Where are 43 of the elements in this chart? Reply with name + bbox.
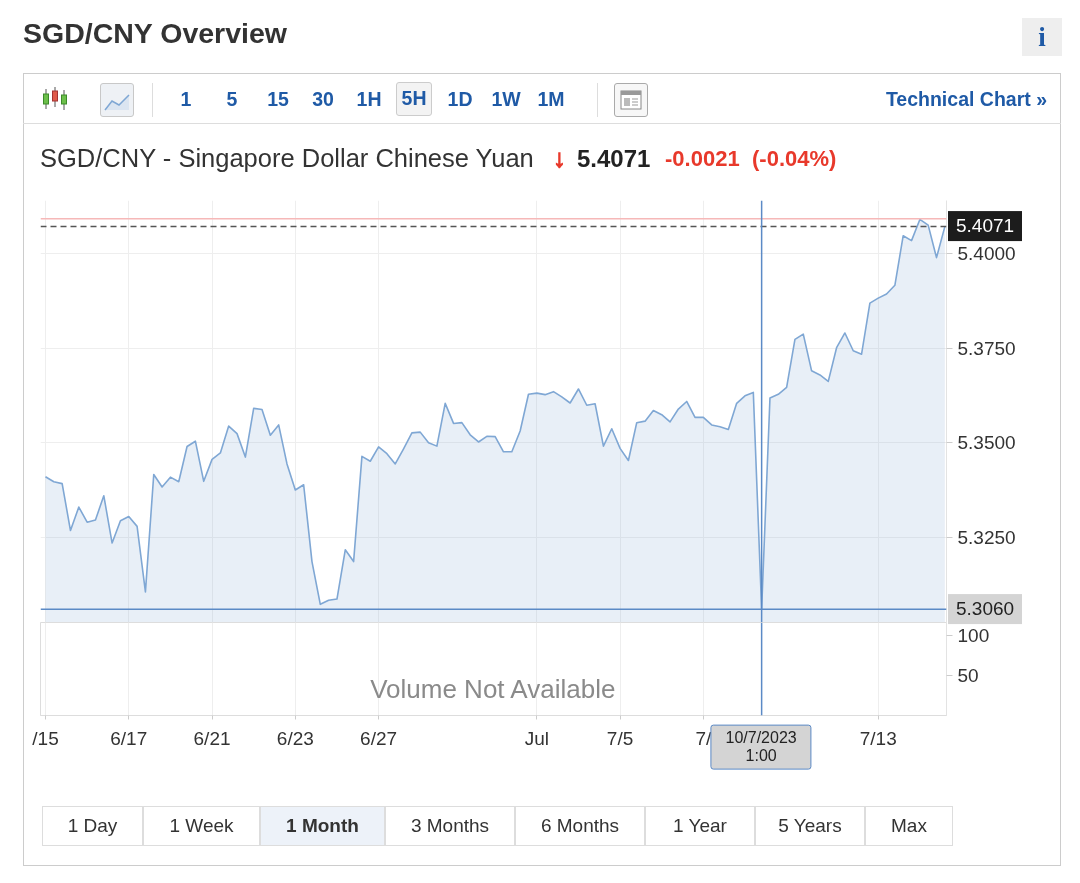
x-tick-label: 6/23 <box>276 727 314 749</box>
text: 5H <box>396 82 432 116</box>
y-tick-label: 5.3500 <box>957 432 1016 454</box>
text: 6 Months <box>515 806 645 846</box>
text: 1 Day <box>42 806 143 846</box>
text: i <box>1022 18 1062 56</box>
ref-line-label: 5.4071 <box>948 211 1023 242</box>
y-tick-label: 5.4000 <box>957 242 1016 264</box>
text: 5 Years <box>755 806 865 846</box>
text: ↓ <box>553 143 566 173</box>
text: 1 5 <box>180 87 238 111</box>
y-tick-label: 100 <box>957 624 990 646</box>
text: Max <box>865 806 953 846</box>
text: Technical Chart » <box>885 87 1047 111</box>
text: 3 Months <box>385 806 515 846</box>
x-tick-label: 7/13 <box>859 727 897 749</box>
text: -0.0021 <box>665 146 740 172</box>
x-tick-label: 6/17 <box>110 727 148 749</box>
text: 1W <box>491 87 521 111</box>
text: 1 Week <box>143 806 260 846</box>
x-tick-label: Jul <box>524 727 549 749</box>
annotation: Volume Not Available <box>370 674 616 705</box>
text: 30 <box>312 87 334 111</box>
chart-subtitle: SGD/CNY - Singapore Dollar Chinese Yuan <box>40 144 534 174</box>
y-tick-label: 5.3250 <box>957 526 1016 548</box>
text: 1H <box>356 87 382 111</box>
x-tick-label: 7/5 <box>606 727 634 749</box>
text: (-0.04%) <box>752 146 837 172</box>
text: 1M <box>537 87 565 111</box>
x-tick-label: 7/ <box>695 727 712 749</box>
text: 1 Year <box>645 806 755 846</box>
text: 1D <box>447 87 473 111</box>
y-tick-label: 50 <box>957 664 979 686</box>
ref-line-label: 5.3060 <box>948 593 1023 624</box>
x-tick-label: /15 <box>32 727 59 749</box>
x-tick-label: 6/27 <box>360 727 398 749</box>
chart-title: SGD/CNY Overview <box>23 16 288 50</box>
text: 1 Month <box>260 806 385 846</box>
y-tick-label: 5.3750 <box>957 337 1016 359</box>
x-tick-label: 10/7/2023 1:00 <box>710 724 812 770</box>
text: 15 <box>267 87 289 111</box>
text: 5.4071 <box>577 145 651 173</box>
x-tick-label: 6/21 <box>193 727 231 749</box>
